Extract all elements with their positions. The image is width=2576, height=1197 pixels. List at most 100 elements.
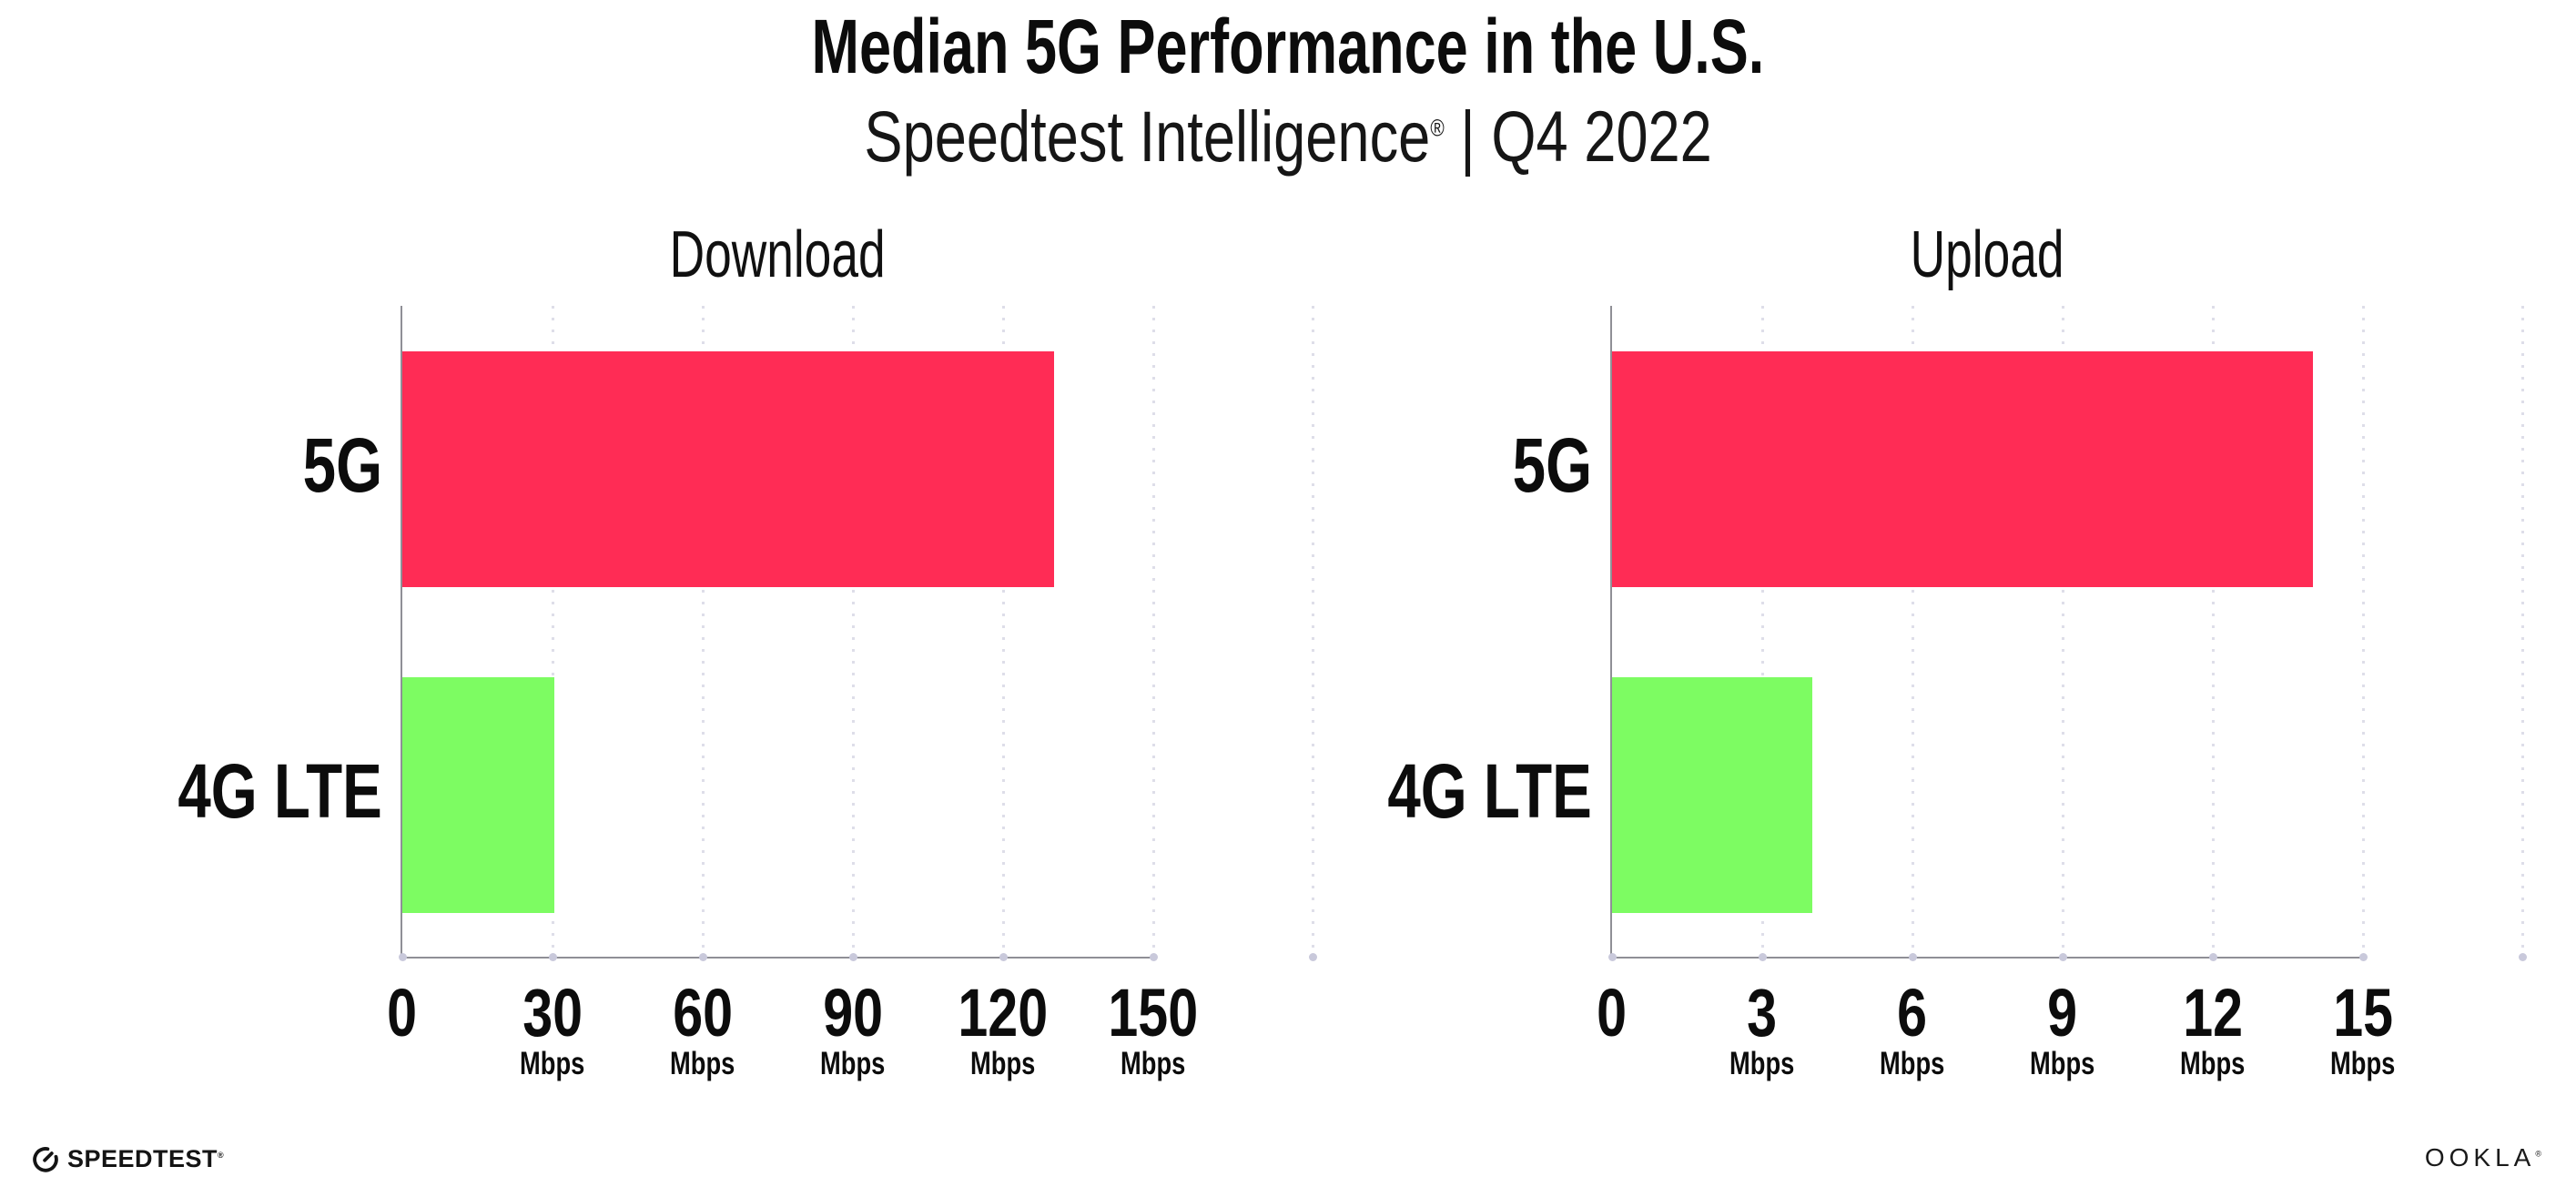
tick-unit-label: Mbps [1662,1048,1862,1080]
gridline [1911,306,1914,958]
gridline [2520,306,2524,958]
axis-dot [2518,953,2527,961]
tick-label: 0 [1512,979,1712,1047]
tick-unit-label-text: Mbps [820,1046,886,1081]
page-subtitle: Speedtest Intelligence® | Q4 2022 [0,100,2576,172]
tick-label-text: 60 [673,975,733,1050]
axis-dot [2058,953,2067,961]
tick-unit-label-text: Mbps [2030,1046,2095,1081]
tick-label: 0 [302,979,502,1047]
axis-dot [1607,953,1617,961]
axis-dot [398,953,407,961]
gridline [2361,306,2365,958]
tick-label-text: 12 [2183,975,2243,1050]
bar-4g-lte-upload [1612,677,1812,913]
registered-mark: ® [1430,114,1445,142]
axis-dot [1308,953,1317,961]
tick-label: 3 [1662,979,1862,1047]
tick-unit-label: Mbps [603,1048,803,1080]
tick-label-text: 6 [1897,975,1928,1050]
tick-label-text: 3 [1747,975,1778,1050]
category-label-4g-lte-text: 4G LTE [177,748,382,834]
y-axis-spine [401,306,402,958]
subtitle-period: Q4 2022 [1491,96,1712,177]
tick-label-text: 0 [1597,975,1628,1050]
tick-label: 150 [1053,979,1253,1047]
gridline [551,306,554,958]
tick-unit-label-text: Mbps [2180,1046,2246,1081]
category-label-5g: 5G [1228,427,1592,503]
tick-unit-label: Mbps [452,1048,653,1080]
gridline [2061,306,2064,958]
tick-unit-label-text: Mbps [970,1046,1036,1081]
category-label-5g-text: 5G [1512,422,1592,508]
subtitle-separator: | [1460,96,1476,177]
category-label-4g-lte: 4G LTE [1228,753,1592,829]
tick-unit-label: Mbps [1812,1048,2013,1080]
tick-label: 120 [903,979,1103,1047]
tick-label-text: 9 [2047,975,2078,1050]
tick-unit-label-text: Mbps [1121,1046,1186,1081]
axis-dot [698,953,707,961]
chart-title-upload: Upload [1911,218,2064,291]
tick-unit-label-text: Mbps [1880,1046,1945,1081]
page-title-text: Median 5G Performance in the U.S. [811,4,1765,89]
y-axis-spine [1610,306,1612,958]
gridline [1151,306,1155,958]
tick-label-text: 30 [522,975,583,1050]
tick-label-text: 120 [958,975,1049,1050]
axis-dot [1908,953,1917,961]
category-label-5g-text: 5G [302,422,382,508]
tick-unit-label: Mbps [1053,1048,1253,1080]
tick-label-text: 90 [823,975,883,1050]
tick-label: 15 [2263,979,2463,1047]
tick-label: 12 [2113,979,2313,1047]
bar-5g-download [402,351,1054,587]
ookla-logo: OOKLA® [2425,1145,2541,1171]
x-axis-line [1610,957,2365,959]
page-title: Median 5G Performance in the U.S. [0,8,2576,85]
tick-unit-label-text: Mbps [2330,1046,2396,1081]
subtitle-brand: Speedtest Intelligence [864,96,1431,177]
axis-dot [1149,953,1158,961]
tick-label: 60 [603,979,803,1047]
gridline [1311,306,1314,958]
tick-unit-label: Mbps [753,1048,953,1080]
axis-dot [999,953,1008,961]
ookla-label: OOKLA [2424,1143,2536,1172]
tick-label-text: 150 [1108,975,1199,1050]
speedtest-label: SPEEDTEST [67,1144,218,1172]
gridline [1760,306,1764,958]
ookla-registered-mark: ® [2535,1149,2541,1159]
gridline [851,306,855,958]
axis-dot [2208,953,2217,961]
tick-unit-label: Mbps [903,1048,1103,1080]
tick-label: 6 [1812,979,2013,1047]
category-label-5g: 5G [18,427,382,503]
gridline [701,306,705,958]
tick-label-text: 15 [2333,975,2393,1050]
speedtest-gauge-icon [33,1147,58,1172]
x-axis-line [401,957,1155,959]
chart-title-download: Download [670,218,886,291]
tick-label: 30 [452,979,653,1047]
bar-5g-upload [1612,351,2313,587]
axis-dot [848,953,857,961]
tick-unit-label: Mbps [2263,1048,2463,1080]
gridline [1001,306,1005,958]
tick-unit-label: Mbps [2113,1048,2313,1080]
category-label-4g-lte-text: 4G LTE [1387,748,1592,834]
speedtest-registered-mark: ® [218,1150,225,1160]
tick-unit-label: Mbps [1962,1048,2163,1080]
gridline [2211,306,2215,958]
category-label-4g-lte: 4G LTE [18,753,382,829]
tick-label: 90 [753,979,953,1047]
bar-4g-lte-download [402,677,554,913]
tick-unit-label-text: Mbps [670,1046,735,1081]
tick-unit-label-text: Mbps [1729,1046,1795,1081]
axis-dot [2358,953,2368,961]
speedtest-logo: SPEEDTEST® [30,1141,224,1176]
tick-unit-label-text: Mbps [520,1046,585,1081]
tick-label: 9 [1962,979,2163,1047]
